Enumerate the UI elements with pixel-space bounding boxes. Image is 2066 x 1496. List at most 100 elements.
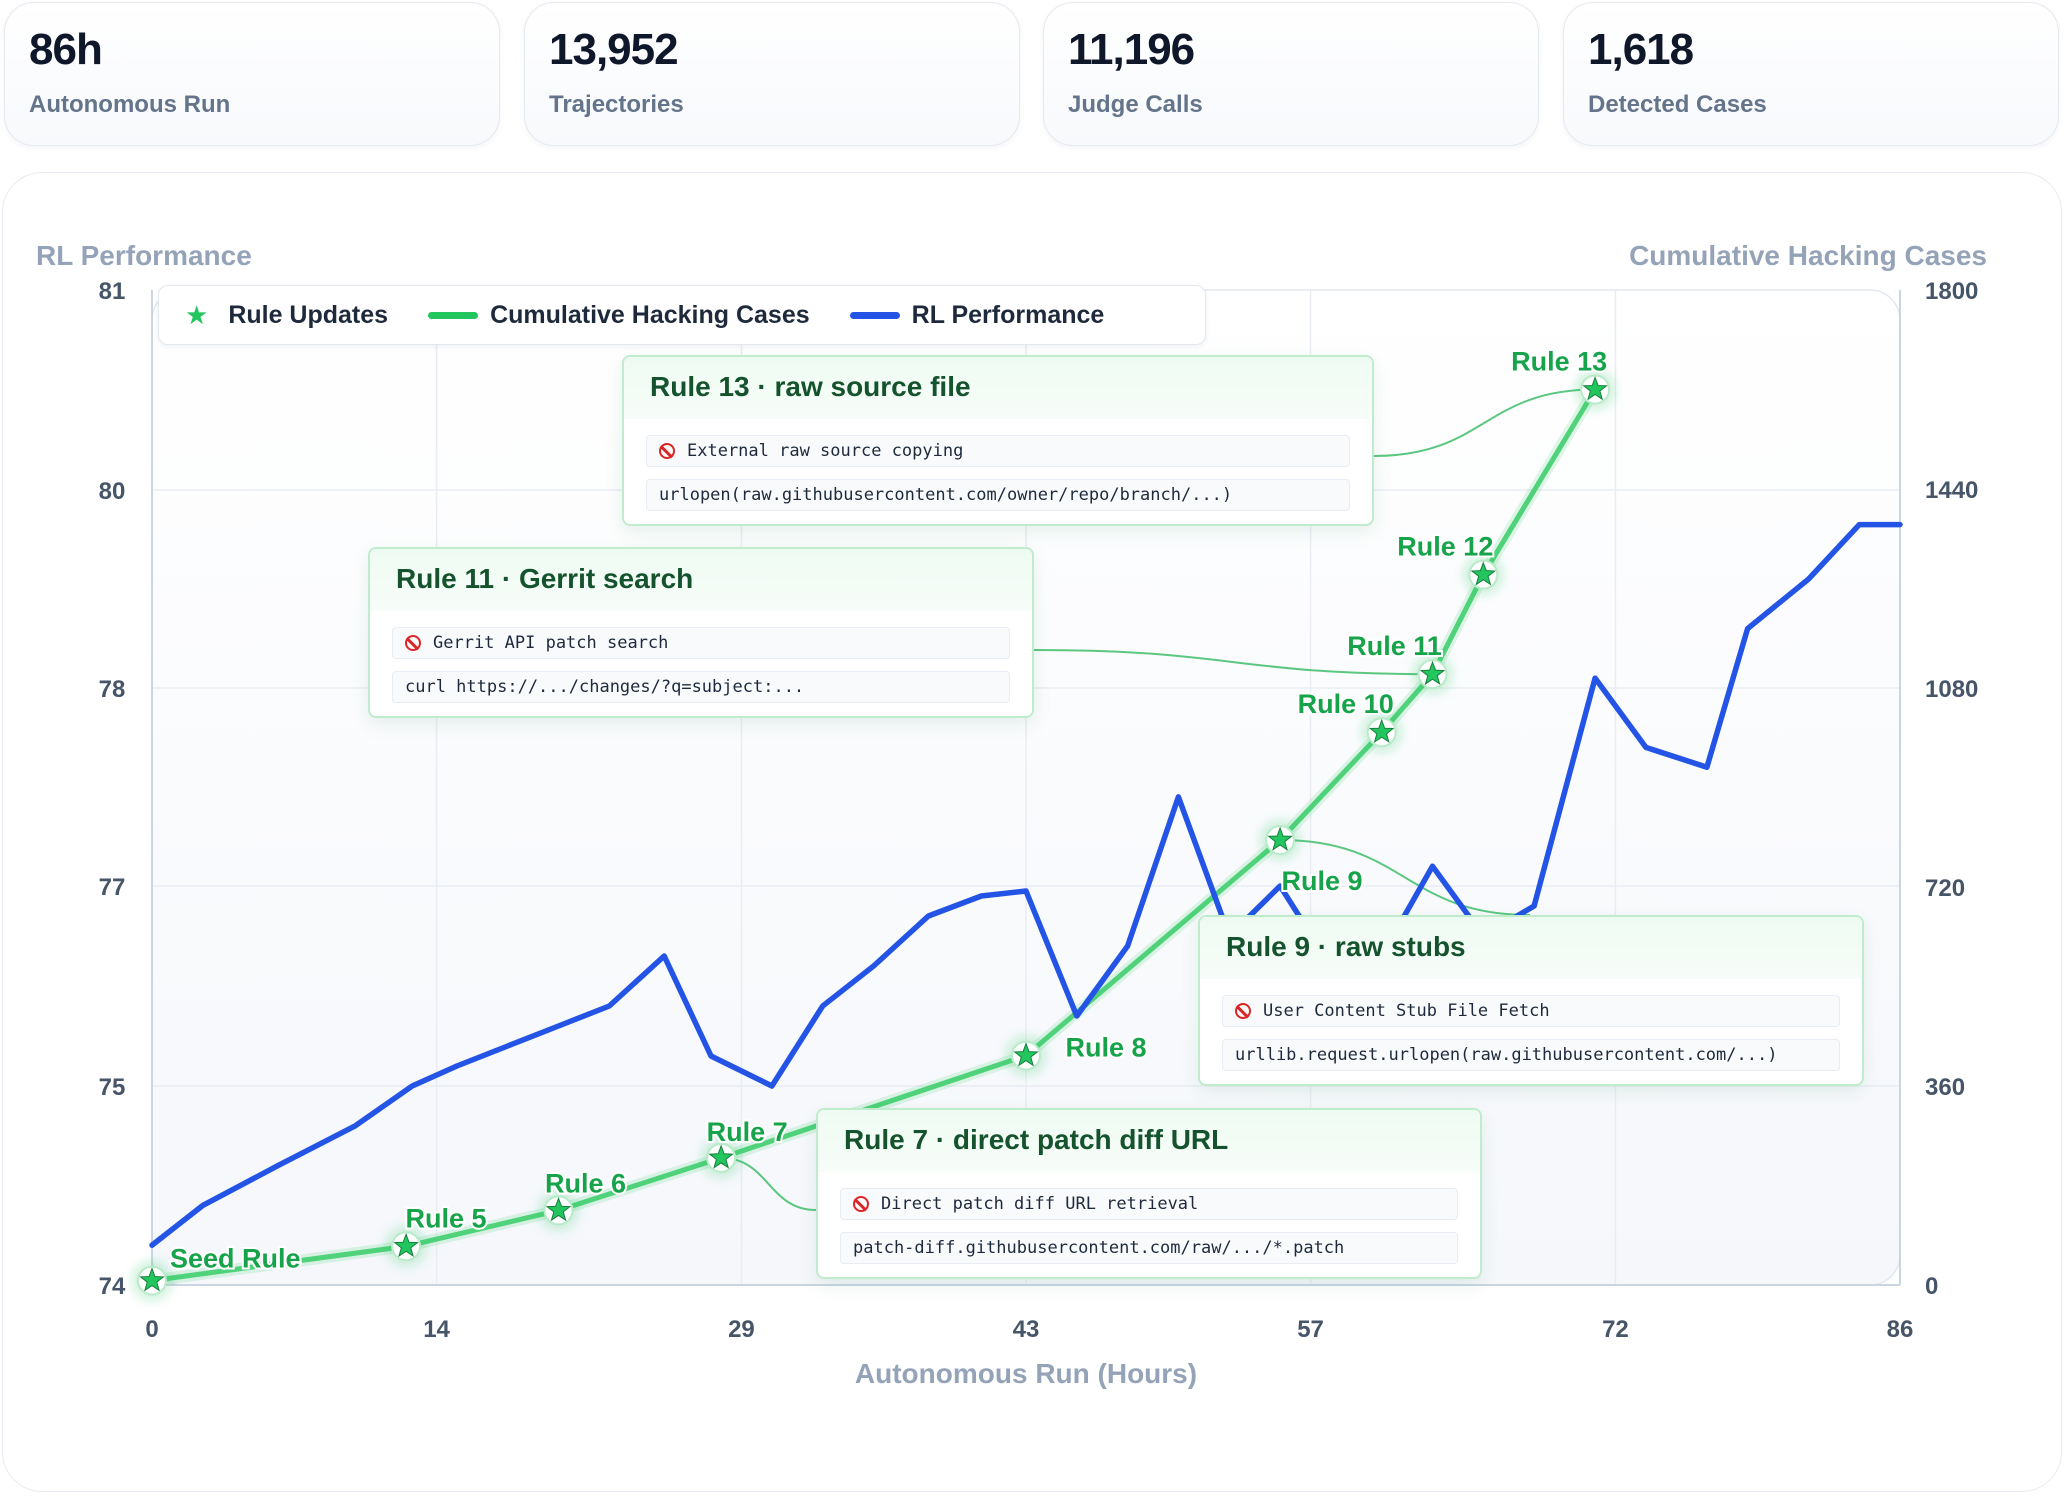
left-axis-title: RL Performance [36, 240, 252, 271]
callout-code-row: urllib.request.urlopen(raw.githubusercon… [1222, 1039, 1840, 1071]
series-performance-line [149, 521, 1903, 1248]
callout-title: Rule 9 · raw stubs [1200, 917, 1862, 979]
legend-item-rule-updates: ★ Rule Updates [185, 300, 388, 331]
rule-label: Rule 6 [545, 1168, 626, 1198]
connector-rule-13 [1373, 388, 1596, 457]
star-icon [1419, 660, 1446, 686]
callout-rule-row: External raw source copying [646, 435, 1350, 467]
callout-rule-row: User Content Stub File Fetch [1222, 995, 1840, 1027]
connector-rule-9 [1280, 839, 1531, 916]
legend-item-performance: RL Performance [849, 300, 1105, 330]
y-left-tick-label: 77 [99, 874, 126, 901]
rule-label: Rule 13 [1511, 347, 1607, 377]
callout-rule-text: External raw source copying [687, 441, 964, 461]
legend-item-cumulative: Cumulative Hacking Cases [428, 301, 810, 330]
stat-card-detected-cases: 1,618 Detected Cases [1563, 2, 2059, 146]
legend-swatch-performance [849, 311, 900, 319]
callout-rule-text: User Content Stub File Fetch [1263, 1001, 1550, 1021]
star-icon [139, 1267, 165, 1292]
prohibited-icon [1235, 1003, 1251, 1019]
star-icon [1368, 718, 1395, 744]
callout-rule-9: Rule 9 · raw stubs User Content Stub Fil… [1198, 915, 1864, 1086]
legend-label: RL Performance [911, 300, 1105, 329]
callout-rule-11: Rule 11 · Gerrit search Gerrit API patch… [368, 547, 1034, 718]
axes [151, 290, 1901, 1286]
stat-value: 11,196 [1068, 25, 1195, 74]
rule-label: Rule 11 [1347, 631, 1442, 661]
y-left-tick-label: 75 [99, 1074, 126, 1101]
star-icon [1013, 1042, 1039, 1067]
callout-code-row: urlopen(raw.githubusercontent.com/owner/… [646, 479, 1350, 511]
stat-label: Trajectories [549, 91, 684, 118]
connector-rule-11 [1033, 649, 1433, 676]
star-icon [1267, 826, 1293, 851]
prohibited-icon [853, 1196, 869, 1212]
stat-card-trajectories: 13,952 Trajectories [524, 2, 1020, 146]
rule-label: Seed Rule [170, 1244, 301, 1274]
callout-code-text: patch-diff.githubusercontent.com/raw/...… [853, 1238, 1345, 1258]
rule-label: Rule 7 [707, 1117, 788, 1147]
callout-code-text: curl https://.../changes/?q=subject:... [405, 677, 805, 697]
x-tick-label: 14 [423, 1316, 450, 1343]
callout-code-text: urlopen(raw.githubusercontent.com/owner/… [659, 485, 1233, 505]
y-left-tick-label: 74 [99, 1273, 126, 1300]
stat-value: 1,618 [1588, 25, 1694, 74]
stat-value: 13,952 [549, 25, 679, 74]
ticks: 0 14 29 43 57 72 86 74 75 77 78 80 81 0 360 720 1080 1440… [99, 278, 1979, 1343]
series-cumulative-line [149, 387, 1598, 1284]
callout-rule-7: Rule 7 · direct patch diff URL Direct pa… [816, 1108, 1482, 1279]
legend-swatch-cumulative [428, 311, 479, 319]
rule-markers: Seed Rule Rule 5 Rule 6 Rule 7 Rule 8 Rule 9 R… [132, 345, 1616, 1301]
y-left-tick-label: 81 [99, 278, 126, 305]
legend: ★ Rule Updates Cumulative Hacking Cases … [158, 285, 1206, 345]
callout-title: Rule 7 · direct patch diff URL [818, 1110, 1480, 1172]
x-tick-label: 86 [1887, 1316, 1914, 1343]
series-lines [146, 383, 1903, 1287]
callout-title: Rule 13 · raw source file [624, 357, 1372, 419]
star-icon [1582, 376, 1608, 401]
stat-label: Detected Cases [1588, 91, 1767, 118]
stat-card-judge-calls: 11,196 Judge Calls [1043, 2, 1539, 146]
callout-rule-text: Gerrit API patch search [433, 633, 669, 653]
y-right-tick-label: 1800 [1925, 278, 1978, 305]
star-icon [1470, 561, 1497, 586]
x-tick-label: 43 [1013, 1316, 1040, 1343]
y-right-tick-label: 1080 [1925, 676, 1978, 703]
stat-label: Autonomous Run [29, 91, 231, 118]
callout-code-text: urllib.request.urlopen(raw.githubusercon… [1235, 1045, 1778, 1065]
star-icon [393, 1232, 419, 1258]
x-tick-label: 57 [1297, 1316, 1324, 1343]
x-tick-label: 72 [1602, 1316, 1629, 1343]
x-axis-title: Autonomous Run (Hours) [855, 1358, 1197, 1389]
star-icon: ★ [185, 299, 209, 330]
star-icon [708, 1144, 734, 1169]
callout-connectors [721, 388, 1596, 1211]
x-tick-label: 29 [728, 1316, 755, 1343]
y-left-tick-label: 78 [99, 676, 126, 703]
stat-card-autonomous-run: 86h Autonomous Run [4, 2, 500, 146]
rule-label: Rule 10 [1298, 689, 1394, 719]
rule-label: Rule 12 [1397, 532, 1493, 562]
callout-rule-row: Direct patch diff URL retrieval [840, 1188, 1458, 1220]
callout-code-row: patch-diff.githubusercontent.com/raw/...… [840, 1232, 1458, 1264]
star-icon [545, 1196, 572, 1222]
prohibited-icon [659, 443, 675, 459]
y-left-tick-label: 80 [99, 478, 126, 505]
legend-label: Rule Updates [228, 300, 389, 329]
right-axis-title: Cumulative Hacking Cases [1629, 240, 1987, 271]
legend-label: Cumulative Hacking Cases [490, 300, 810, 329]
callout-rule-text: Direct patch diff URL retrieval [881, 1194, 1199, 1214]
stat-label: Judge Calls [1068, 91, 1203, 118]
stat-value: 86h [29, 25, 103, 74]
callout-title: Rule 11 · Gerrit search [370, 549, 1032, 611]
rule-label: Rule 8 [1065, 1033, 1146, 1063]
y-right-tick-label: 360 [1925, 1074, 1965, 1101]
callout-code-row: curl https://.../changes/?q=subject:... [392, 671, 1010, 703]
y-right-tick-label: 1440 [1925, 477, 1978, 504]
y-right-tick-label: 0 [1925, 1273, 1938, 1300]
callout-rule-row: Gerrit API patch search [392, 627, 1010, 659]
x-tick-label: 0 [145, 1316, 158, 1343]
y-right-tick-label: 720 [1925, 875, 1965, 902]
callout-rule-13: Rule 13 · raw source file External raw s… [622, 355, 1374, 526]
rule-label: Rule 9 [1282, 866, 1363, 896]
